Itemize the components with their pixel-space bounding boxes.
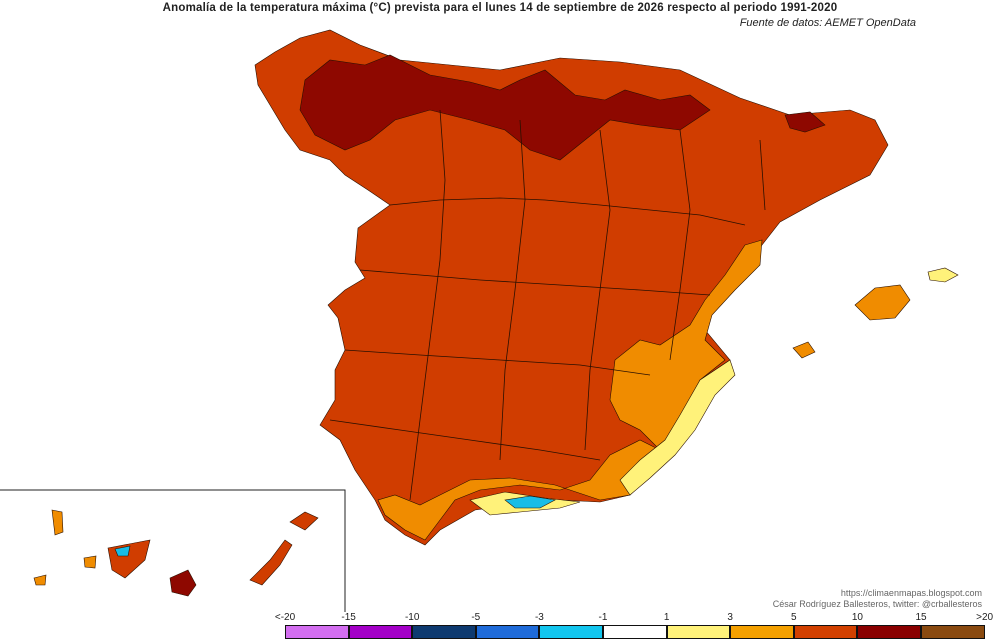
fuerteventura-island	[249, 539, 293, 586]
tenerife-island	[107, 539, 151, 579]
gran-canaria-island	[169, 569, 197, 597]
menorca-island	[927, 267, 959, 283]
canarias-inset-frame	[0, 489, 346, 612]
legend-tick: -10	[404, 612, 420, 623]
legend-swatch	[857, 625, 921, 639]
credits-author: César Rodríguez Ballesteros, twitter: @c…	[772, 599, 982, 609]
legend-swatch	[793, 625, 858, 639]
legend-tick: 10	[851, 612, 863, 623]
spain-anomaly-map	[0, 29, 959, 612]
map-title: Anomalía de la temperatura máxima (°C) p…	[162, 2, 838, 14]
peninsula-region	[254, 29, 889, 546]
pyrenees-deep-anomaly	[784, 111, 826, 133]
south-cool-anomaly	[504, 495, 556, 509]
legend-tick: 1	[663, 612, 670, 623]
legend-tick: 5	[791, 612, 797, 623]
legend-tick: 3	[727, 612, 733, 623]
la-palma-island	[51, 509, 64, 536]
east-warm-anomaly	[609, 239, 763, 451]
credits-url: https://climaenmapas.blogspot.com	[840, 588, 982, 598]
legend-swatch	[285, 625, 349, 639]
legend-swatch	[412, 625, 476, 639]
legend-swatch	[921, 625, 985, 639]
north-deep-anomaly	[299, 54, 711, 161]
legend-tick: -5	[471, 612, 481, 623]
legend-tick: -15	[341, 612, 356, 623]
tenerife-cool-spot	[114, 545, 131, 557]
legend-tick: -3	[534, 612, 544, 623]
legend-swatch	[348, 625, 413, 639]
legend-swatch	[539, 625, 603, 639]
legend-tick: -1	[598, 612, 608, 623]
color-legend: <-20 -15 -10 -5 -3 -1 1 3 5 10 15 >20	[0, 612, 1000, 643]
legend-tick: <-20	[274, 612, 296, 623]
east-light-anomaly	[619, 359, 736, 496]
legend-tick: 15	[915, 612, 927, 623]
ibiza-island	[792, 341, 816, 359]
legend-swatch	[475, 625, 540, 639]
gomera-island	[83, 555, 97, 569]
legend-swatch	[603, 625, 667, 639]
south-warm-anomaly	[377, 439, 661, 541]
legend-tick: >20	[976, 612, 994, 623]
lanzarote-island	[289, 511, 319, 531]
region-borders	[329, 109, 766, 501]
legend-swatch	[730, 625, 794, 639]
data-source: Fuente de datos: AEMET OpenData	[739, 17, 916, 29]
mallorca-island	[854, 284, 911, 321]
credits: https://climaenmapas.blogspot.com César …	[773, 588, 982, 610]
legend-swatch	[666, 625, 731, 639]
el-hierro-island	[33, 574, 47, 586]
